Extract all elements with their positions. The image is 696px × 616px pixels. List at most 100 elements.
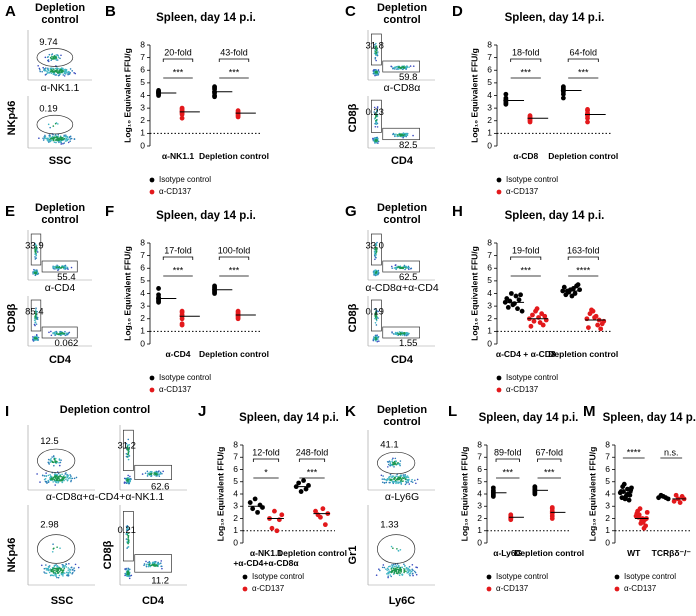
flow-event bbox=[404, 334, 406, 337]
flow-event bbox=[394, 462, 397, 464]
flow-event bbox=[50, 59, 52, 62]
flow-event bbox=[397, 565, 400, 567]
y-tick-label: 2 bbox=[140, 313, 145, 323]
flow-event bbox=[375, 136, 378, 139]
flow-event bbox=[141, 473, 144, 475]
flow-event bbox=[385, 568, 387, 570]
flow-event bbox=[377, 269, 380, 272]
flow-x-label: CD4 bbox=[49, 354, 72, 366]
y-tick-label: 1 bbox=[233, 525, 238, 535]
flow-event bbox=[62, 575, 64, 577]
gate-percent: 59.8 bbox=[399, 72, 418, 83]
flow-event bbox=[67, 477, 70, 480]
flow-event bbox=[63, 475, 65, 477]
chart-title: Spleen, day 14 p.i. bbox=[505, 12, 605, 24]
y-axis-label: Log₁₀ Equivalent FFU/g bbox=[122, 48, 132, 143]
flow-event bbox=[373, 45, 375, 48]
flow-event bbox=[55, 570, 58, 572]
flow-event bbox=[66, 332, 68, 335]
flow-event bbox=[397, 572, 399, 575]
data-point bbox=[572, 291, 578, 296]
data-point bbox=[560, 95, 566, 101]
flow-event bbox=[377, 310, 379, 313]
flow-event bbox=[406, 266, 409, 269]
flow-event bbox=[50, 330, 52, 333]
flow-event bbox=[50, 70, 52, 73]
significance: *** bbox=[307, 467, 318, 477]
flow-event bbox=[55, 141, 57, 144]
flow-event bbox=[391, 479, 393, 481]
data-point bbox=[531, 318, 537, 324]
flow-event bbox=[64, 330, 66, 333]
flow-event bbox=[129, 475, 131, 478]
flow-event bbox=[43, 571, 45, 573]
flow-event bbox=[128, 572, 130, 575]
flow-event bbox=[59, 73, 62, 75]
flow-event bbox=[55, 479, 58, 482]
flow-event bbox=[400, 482, 402, 485]
flow-event bbox=[374, 56, 377, 59]
data-point bbox=[296, 480, 302, 486]
flow-event bbox=[59, 547, 61, 549]
flow-event bbox=[52, 543, 54, 545]
data-point bbox=[179, 308, 185, 314]
flow-event bbox=[71, 70, 74, 72]
flow-event bbox=[397, 549, 400, 552]
flow-event bbox=[56, 59, 59, 61]
flow-event bbox=[374, 58, 377, 60]
data-point bbox=[542, 313, 548, 319]
flow-event bbox=[412, 572, 414, 575]
flow-event bbox=[47, 461, 50, 464]
flow-event bbox=[56, 479, 59, 482]
flow-event bbox=[127, 527, 129, 530]
flow-event bbox=[54, 567, 56, 570]
data-point bbox=[673, 492, 679, 498]
flow-event bbox=[411, 478, 413, 481]
flow-event bbox=[395, 267, 398, 269]
flow-event bbox=[375, 45, 377, 47]
flow-event bbox=[410, 480, 413, 483]
flow-event bbox=[60, 475, 62, 478]
flow-event bbox=[44, 572, 46, 574]
flow-event bbox=[375, 254, 378, 256]
flow-event bbox=[68, 570, 71, 572]
data-point bbox=[658, 492, 664, 498]
flow-event bbox=[374, 122, 376, 125]
flow-event bbox=[375, 140, 378, 142]
flow-title: Depletion control bbox=[34, 2, 86, 26]
flow-event bbox=[391, 475, 393, 477]
flow-event bbox=[47, 458, 50, 461]
y-tick-label: 6 bbox=[140, 65, 145, 75]
flow-event bbox=[387, 466, 389, 468]
y-tick-label: 0 bbox=[605, 537, 610, 547]
flow-event bbox=[373, 139, 375, 141]
x-tick-label: WT bbox=[627, 548, 641, 558]
flow-event bbox=[376, 126, 379, 128]
flow-event bbox=[65, 135, 68, 138]
flow-event bbox=[39, 68, 41, 71]
flow-event bbox=[46, 482, 48, 484]
flow-event bbox=[53, 478, 55, 481]
flow-event bbox=[58, 462, 60, 464]
flow-event bbox=[34, 251, 37, 253]
x-tick-label: Depletion control bbox=[199, 349, 269, 359]
flow-event bbox=[128, 443, 131, 446]
legend-label: α-CD137 bbox=[506, 187, 539, 196]
legend-marker bbox=[242, 586, 248, 592]
treatment-label-box: α-CD8α bbox=[384, 82, 421, 94]
flow-event bbox=[54, 139, 57, 141]
gate-percent: 0.062 bbox=[55, 338, 79, 349]
gate bbox=[41, 260, 78, 273]
flow-event bbox=[42, 139, 45, 141]
flow-event bbox=[156, 565, 159, 567]
gate bbox=[122, 511, 134, 562]
flow-event bbox=[383, 482, 386, 484]
flow-event bbox=[387, 478, 389, 481]
flow-title-box: Depletion control bbox=[34, 2, 86, 26]
flow-event bbox=[54, 265, 56, 268]
flow-event bbox=[391, 460, 393, 463]
y-tick-label: 8 bbox=[605, 439, 610, 449]
flow-event bbox=[45, 472, 47, 474]
flow-event bbox=[389, 464, 392, 467]
gate bbox=[37, 534, 76, 564]
